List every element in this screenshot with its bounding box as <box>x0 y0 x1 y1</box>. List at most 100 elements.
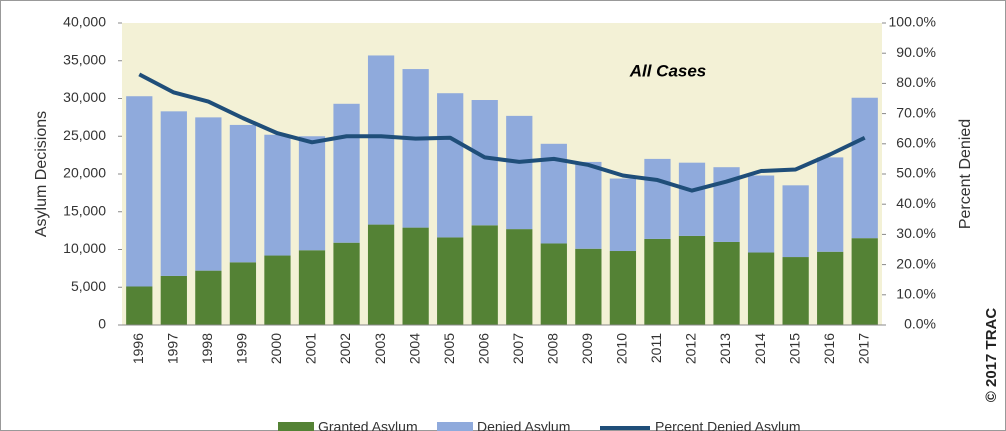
bar <box>817 157 844 252</box>
bar <box>367 55 395 225</box>
legend-label: Denied Asylum <box>477 419 570 431</box>
y2-tick-label: 60.0% <box>896 135 936 151</box>
bar <box>195 117 222 271</box>
bar <box>437 93 464 238</box>
bar <box>782 257 809 325</box>
x-tick-label: 2013 <box>717 333 733 364</box>
bar <box>402 227 429 325</box>
bars <box>126 55 878 325</box>
bar <box>333 103 360 243</box>
line <box>138 72 866 193</box>
credit: © 2017 TRAC <box>983 308 1000 403</box>
y-tick-label: 40,000 <box>63 14 106 30</box>
legend-swatch <box>437 422 473 431</box>
bar <box>229 262 257 325</box>
x-tick-label: 2014 <box>752 333 768 364</box>
bar <box>333 242 360 325</box>
y2-tick-label: 20.0% <box>896 255 936 271</box>
y-tick-label: 10,000 <box>63 240 106 256</box>
x-tick-label: 2008 <box>545 333 561 364</box>
bar <box>851 97 878 239</box>
bar <box>609 178 637 252</box>
x-tick-label: 2006 <box>475 333 491 364</box>
y2-tick-label: 0.0% <box>904 316 936 332</box>
bar <box>437 237 464 325</box>
x-tick-label: 2010 <box>614 333 630 364</box>
y2-tick-label: 30.0% <box>896 225 936 241</box>
annotation: All Cases <box>629 61 707 80</box>
bar <box>298 250 326 325</box>
bar <box>747 252 775 325</box>
bar <box>264 255 291 325</box>
legend-swatch <box>278 422 314 431</box>
x-tick-label: 2003 <box>372 333 388 364</box>
bar <box>609 251 637 325</box>
y2-tick-label: 70.0% <box>896 104 936 120</box>
bar <box>644 238 671 325</box>
bar <box>506 115 533 230</box>
bar <box>471 100 498 226</box>
x-tick-label: 2001 <box>303 333 319 364</box>
x-tick-label: 1998 <box>199 333 215 364</box>
bar <box>471 225 498 325</box>
x-tick-label: 2011 <box>648 333 664 363</box>
y2-tick-label: 100.0% <box>889 14 936 30</box>
y-tick-label: 5,000 <box>71 278 106 294</box>
y2-axis-title: Percent Denied <box>957 119 974 229</box>
y-axis-title: Asylum Decisions <box>33 111 50 237</box>
bar <box>540 243 567 325</box>
bar <box>575 248 602 325</box>
y2-tick-label: 40.0% <box>896 195 936 211</box>
legend: Granted Asylum Denied Asylum Percent Denie… <box>278 419 801 431</box>
x-tick-label: 2000 <box>268 333 284 364</box>
bar <box>713 241 740 325</box>
bar <box>126 286 153 325</box>
bar <box>851 238 878 325</box>
legend-label: Percent Denied Asylum <box>655 419 801 431</box>
y-tick-label: 0 <box>98 316 106 332</box>
y-tick-label: 35,000 <box>63 51 106 67</box>
bar <box>126 96 153 287</box>
legend-label: Granted Asylum <box>318 419 418 431</box>
x-tick-label: 2004 <box>406 333 422 364</box>
x-tick-label: 2015 <box>786 333 802 364</box>
bar <box>402 69 429 228</box>
x-tick-label: 2009 <box>579 333 595 364</box>
y-tick-label: 30,000 <box>63 89 106 105</box>
bar <box>160 111 187 276</box>
grid: 0 5,000 10,000 15,000 20,000 25,000 30,000 35,0… <box>63 14 936 364</box>
bar <box>575 161 602 249</box>
x-tick-label: 2007 <box>510 333 526 364</box>
lines <box>138 72 866 193</box>
x-tick-label: 2016 <box>821 333 837 364</box>
bar <box>678 162 706 236</box>
x-tick-label: 2002 <box>337 333 353 364</box>
y-tick-label: 15,000 <box>63 202 106 218</box>
bar <box>506 229 533 325</box>
bar <box>195 270 222 325</box>
x-tick-label: 2012 <box>683 333 699 364</box>
y2-tick-label: 10.0% <box>896 286 936 302</box>
y2-tick-label: 90.0% <box>896 44 936 60</box>
y2-tick-label: 80.0% <box>896 74 936 90</box>
bar <box>229 124 257 263</box>
bar <box>367 224 395 325</box>
x-tick-label: 2017 <box>855 333 871 364</box>
y-tick-label: 20,000 <box>63 165 106 181</box>
bar <box>298 136 326 251</box>
bar <box>782 185 809 258</box>
bar <box>264 134 291 256</box>
bar <box>160 275 187 325</box>
y-tick-label: 25,000 <box>63 127 106 143</box>
x-tick-label: 1996 <box>130 333 146 364</box>
bar <box>644 158 671 239</box>
y2-tick-label: 50.0% <box>896 165 936 181</box>
x-tick-label: 2005 <box>441 333 457 364</box>
bar <box>747 175 775 253</box>
bar <box>678 235 706 325</box>
x-tick-label: 1997 <box>165 333 181 364</box>
x-tick-label: 1999 <box>234 333 250 364</box>
bar <box>817 251 844 325</box>
